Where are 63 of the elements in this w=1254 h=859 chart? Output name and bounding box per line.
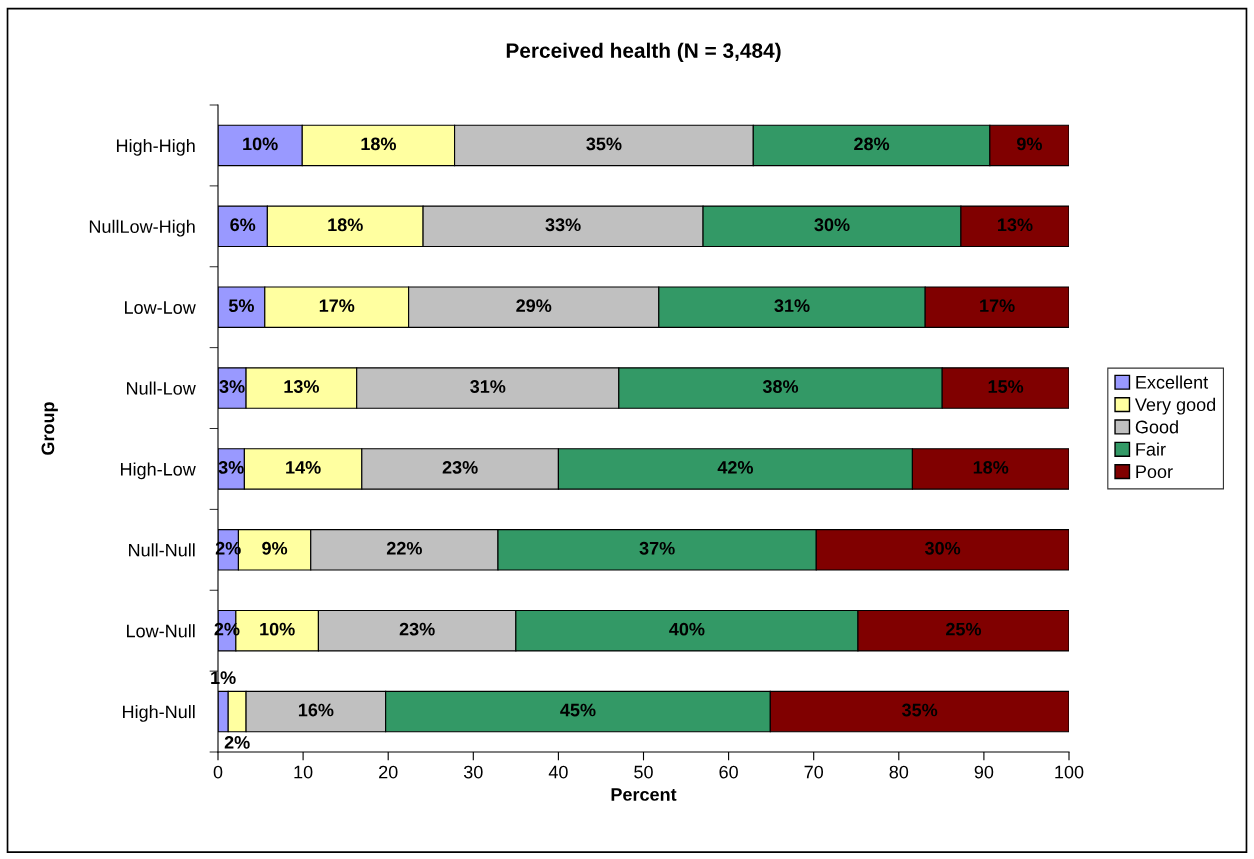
data-label: 33%: [545, 218, 581, 232]
data-label: 45%: [560, 703, 596, 717]
data-label: 10%: [243, 137, 278, 151]
data-label: 30%: [924, 541, 961, 555]
y-tick-label: Low-Low: [125, 301, 196, 314]
data-label: 18%: [328, 218, 363, 232]
data-label: 13%: [284, 380, 319, 393]
data-label: 42%: [717, 461, 753, 474]
data-label: 2%: [224, 735, 250, 749]
legend-label: Excellent: [1136, 375, 1209, 389]
x-tick-label: 60: [719, 765, 738, 779]
data-label: 29%: [516, 299, 552, 313]
data-label: 28%: [854, 137, 890, 151]
data-label: 18%: [361, 137, 397, 151]
x-tick-label: 40: [548, 765, 568, 779]
x-tick-label: 90: [974, 765, 994, 779]
x-tick-label: 20: [379, 765, 398, 779]
x-tick-label: 10: [294, 765, 313, 779]
data-label: 38%: [762, 380, 799, 393]
y-tick-label: High-High: [116, 138, 195, 156]
data-label: 17%: [980, 299, 1015, 312]
data-label: 6%: [230, 218, 256, 232]
data-label: 35%: [902, 703, 938, 717]
y-tick-label: Null-Null: [129, 543, 195, 557]
data-label: 18%: [973, 461, 1009, 474]
x-tick-label: 0: [213, 765, 223, 779]
x-axis-title: Percent: [611, 788, 677, 801]
x-tick-label: 80: [889, 765, 909, 779]
y-tick-label: NullLow-High: [89, 219, 195, 237]
data-label: 30%: [814, 218, 850, 232]
data-label: 3%: [219, 380, 245, 393]
x-tick-label: 50: [634, 765, 653, 779]
y-tick-label: High-Null: [123, 705, 195, 722]
data-label: 31%: [470, 380, 506, 393]
chart-title: Perceived health (N = 3,484): [506, 42, 781, 63]
y-tick-label: Null-Low: [127, 381, 196, 395]
data-label: 31%: [774, 299, 810, 313]
x-tick-label: 70: [804, 765, 824, 779]
data-label: 13%: [998, 218, 1033, 232]
data-label: 23%: [442, 461, 478, 474]
y-tick-label: High-Low: [120, 462, 196, 480]
data-label: 17%: [319, 299, 355, 312]
data-label: 5%: [228, 299, 254, 313]
data-label: 9%: [1017, 137, 1042, 151]
x-tick-label: 30: [463, 765, 483, 779]
legend-label: Very good: [1134, 397, 1216, 415]
data-label: 14%: [286, 461, 321, 474]
data-label: 25%: [946, 622, 982, 636]
legend-label: Good: [1135, 420, 1178, 434]
data-label: 10%: [260, 622, 295, 636]
data-label: 16%: [298, 703, 334, 717]
data-label: 40%: [669, 622, 705, 636]
data-label: 23%: [399, 622, 435, 636]
y-tick-label: Low-Null: [127, 624, 195, 638]
x-tick-label: 100: [1055, 765, 1084, 779]
data-label: 35%: [586, 137, 622, 151]
legend-label: Fair: [1136, 442, 1166, 456]
data-label: 37%: [639, 541, 675, 555]
data-label: 9%: [262, 541, 288, 555]
data-label: 15%: [988, 380, 1024, 393]
data-label: 22%: [386, 541, 422, 555]
legend-label: Poor: [1136, 465, 1173, 479]
y-axis-title: Group: [41, 402, 58, 455]
